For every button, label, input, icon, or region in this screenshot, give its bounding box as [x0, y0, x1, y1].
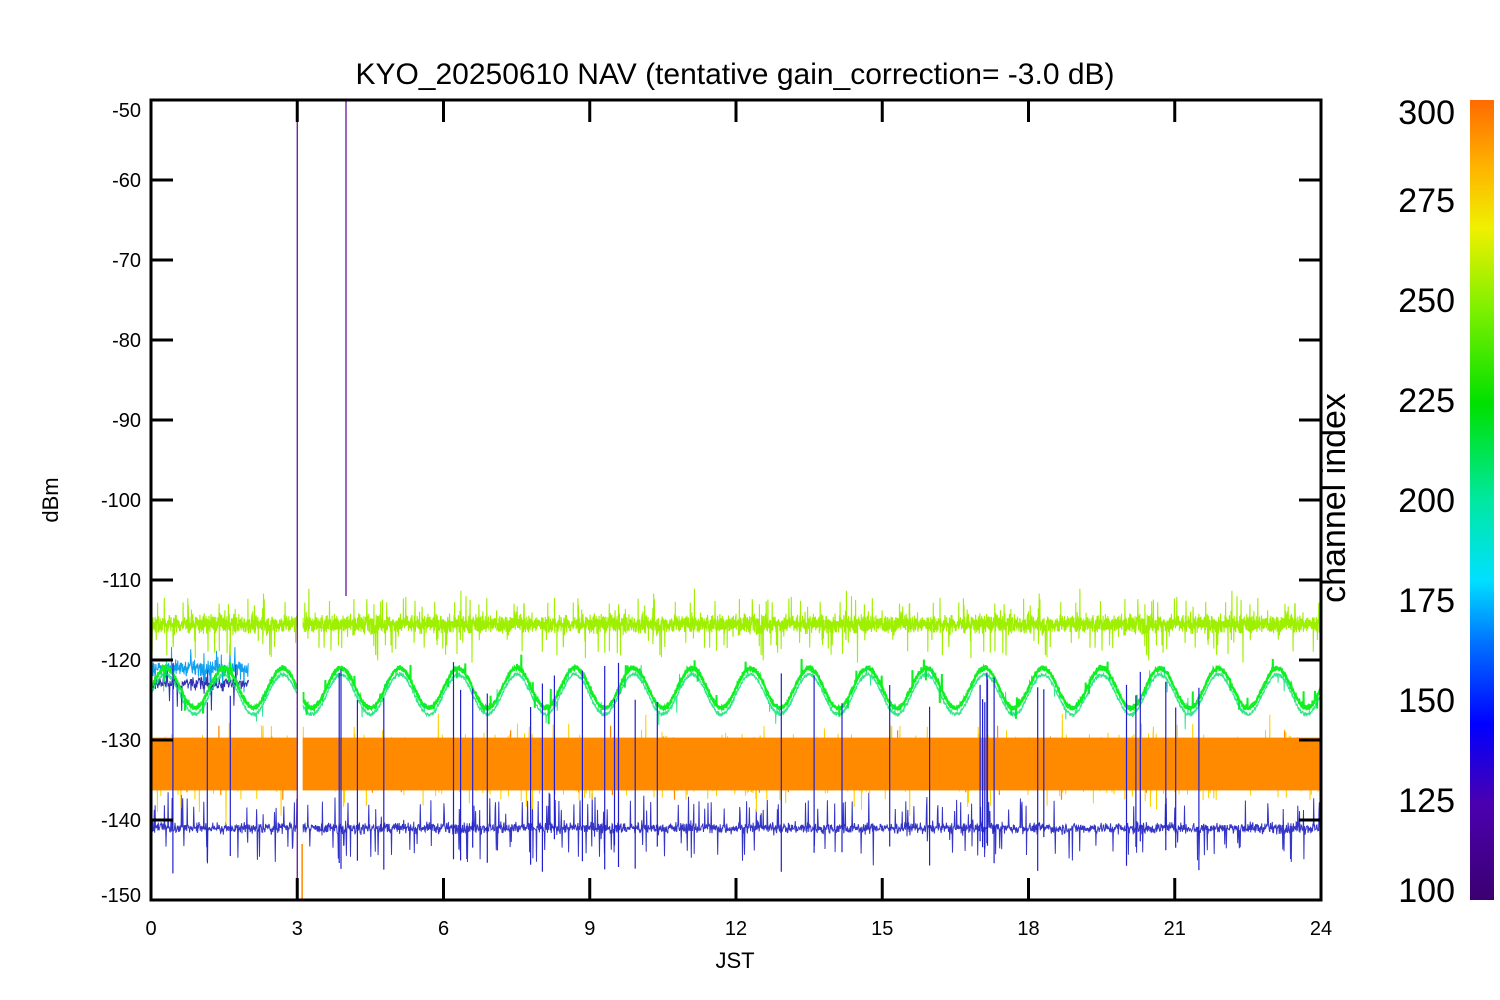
y-tick-label: -100: [101, 490, 141, 512]
colorbar-labels: 300 275 250 225 200 175 150 125 100: [1398, 94, 1455, 910]
series-ch290: [151, 725, 1321, 800]
colorbar-tick-label: 300: [1398, 94, 1455, 132]
colorbar-tick-label: 250: [1398, 282, 1455, 320]
x-axis-title: JST: [715, 948, 754, 973]
data-gap: [296, 100, 303, 900]
x-tick-label: 12: [725, 918, 747, 940]
x-tick-label: 9: [584, 918, 595, 940]
y-tick-label: -120: [101, 650, 141, 672]
x-tick-label: 0: [145, 918, 156, 940]
y-tick-label: -60: [112, 170, 141, 192]
y-tick-label: -70: [112, 250, 141, 272]
series-ch125: [151, 791, 1321, 866]
series-ch230: [151, 654, 1321, 725]
x-tick-label: 24: [1310, 918, 1332, 940]
y-tick-label: -140: [101, 810, 141, 832]
colorbar-tick-label: 150: [1398, 682, 1455, 720]
y-axis-title: dBm: [38, 477, 63, 522]
colorbar-title: channel index: [1315, 393, 1353, 603]
y-tick-label: -130: [101, 730, 141, 752]
series-ch230-b: [151, 658, 1321, 730]
y-tick-label: -110: [102, 570, 141, 592]
axis-ticks: 0 3 6 9 12 15 18 21 24 -50 -60 -70 -80 -90 -100 -110 -12…: [101, 98, 1332, 940]
x-tick-label: 18: [1017, 918, 1039, 940]
plot-data: [151, 100, 1321, 900]
y-tick-label: -150: [101, 885, 141, 907]
colorbar-tick-label: 275: [1398, 182, 1455, 220]
colorbar-tick-label: 175: [1398, 582, 1455, 620]
x-tick-label: 21: [1164, 918, 1186, 940]
y-tick-label: -90: [112, 410, 141, 432]
y-tick-label: -80: [112, 330, 141, 352]
chart-title: KYO_20250610 NAV (tentative gain_correct…: [355, 58, 1114, 91]
colorbar-tick-label: 200: [1398, 482, 1455, 520]
series-ch255: [151, 588, 1321, 663]
x-tick-label: 6: [438, 918, 449, 940]
colorbar-tick-label: 125: [1398, 782, 1455, 820]
colorbar-tick-label: 100: [1398, 872, 1455, 910]
x-tick-label: 3: [292, 918, 303, 940]
colorbar: [1470, 100, 1494, 900]
colorbar-tick-label: 225: [1398, 382, 1455, 420]
x-tick-label: 15: [871, 918, 893, 940]
y-tick-label: -50: [112, 100, 141, 122]
series-spikes: [172, 662, 1200, 874]
